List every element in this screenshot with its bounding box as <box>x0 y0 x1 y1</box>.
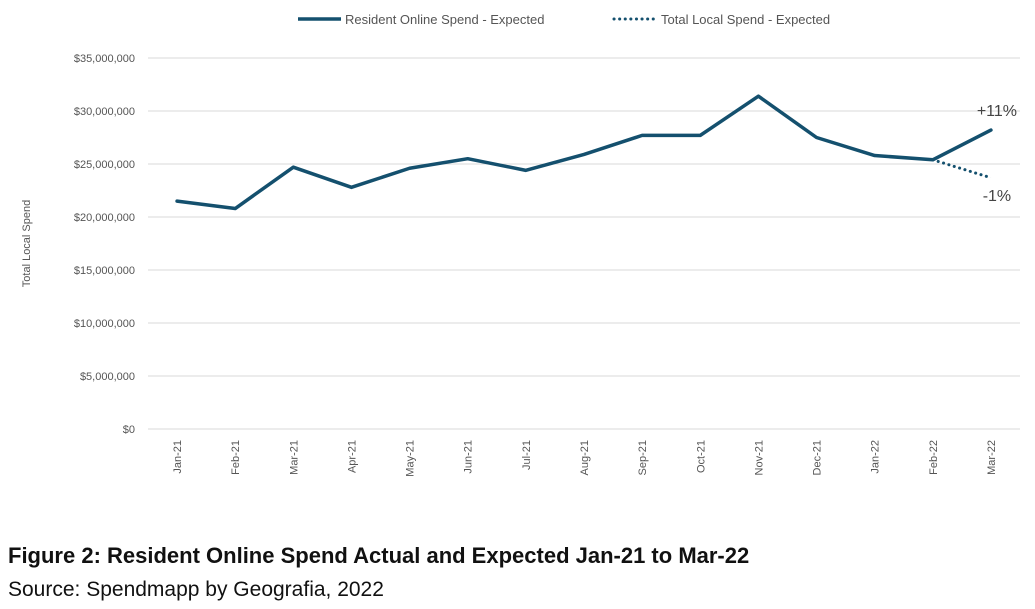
grid-lines <box>148 57 1020 430</box>
x-axis-ticks: Jan-21 Feb-21 Mar-21 Apr-21 May-21 Jun-21 Jul-… <box>172 440 998 477</box>
y-tick-label: $20,000,000 <box>74 212 135 224</box>
x-tick-label: Nov-21 <box>753 440 765 475</box>
x-tick-label: May-21 <box>405 440 417 477</box>
legend-label: Resident Online Spend - Expected <box>345 12 544 27</box>
x-tick-label: Jul-21 <box>521 440 533 470</box>
y-tick-label: $0 <box>123 424 135 436</box>
x-tick-label: Jan-22 <box>870 440 882 474</box>
x-tick-label: Mar-22 <box>986 440 998 475</box>
y-tick-label: $35,000,000 <box>74 53 135 65</box>
x-tick-label: Oct-21 <box>695 440 707 473</box>
series-group <box>175 94 993 211</box>
annotation-label: -1% <box>983 188 1011 205</box>
line-chart: $0 $5,000,000 $10,000,000 $15,000,000 $20,00… <box>21 12 1020 477</box>
x-tick-label: Jan-21 <box>172 440 184 474</box>
y-tick-label: $30,000,000 <box>74 106 135 118</box>
annotations: +11% -1% <box>977 103 1017 205</box>
y-tick-label: $5,000,000 <box>80 371 135 383</box>
x-tick-label: Feb-21 <box>230 440 242 475</box>
legend: Resident Online Spend - Expected Total Lo… <box>298 12 830 27</box>
x-tick-label: Apr-21 <box>346 440 358 473</box>
x-tick-label: Aug-21 <box>579 440 591 475</box>
x-tick-label: Sep-21 <box>637 440 649 475</box>
x-tick-label: Jun-21 <box>463 440 475 474</box>
annotation-label: +11% <box>977 103 1017 120</box>
figure-source: Source: Spendmapp by Geografia, 2022 <box>8 578 384 601</box>
y-tick-label: $10,000,000 <box>74 318 135 330</box>
y-axis-ticks: $0 $5,000,000 $10,000,000 $15,000,000 $20,00… <box>74 53 135 436</box>
legend-label: Total Local Spend - Expected <box>661 12 830 27</box>
y-tick-label: $15,000,000 <box>74 265 135 277</box>
x-tick-label: Mar-21 <box>288 440 300 475</box>
figure-title: Figure 2: Resident Online Spend Actual a… <box>8 543 750 568</box>
series-line-total-local-spend <box>931 158 993 180</box>
y-tick-label: $25,000,000 <box>74 159 135 171</box>
x-tick-label: Feb-22 <box>928 440 940 475</box>
y-axis-label: Total Local Spend <box>21 200 33 287</box>
series-line-online-spend <box>175 94 993 211</box>
x-tick-label: Dec-21 <box>812 440 824 475</box>
